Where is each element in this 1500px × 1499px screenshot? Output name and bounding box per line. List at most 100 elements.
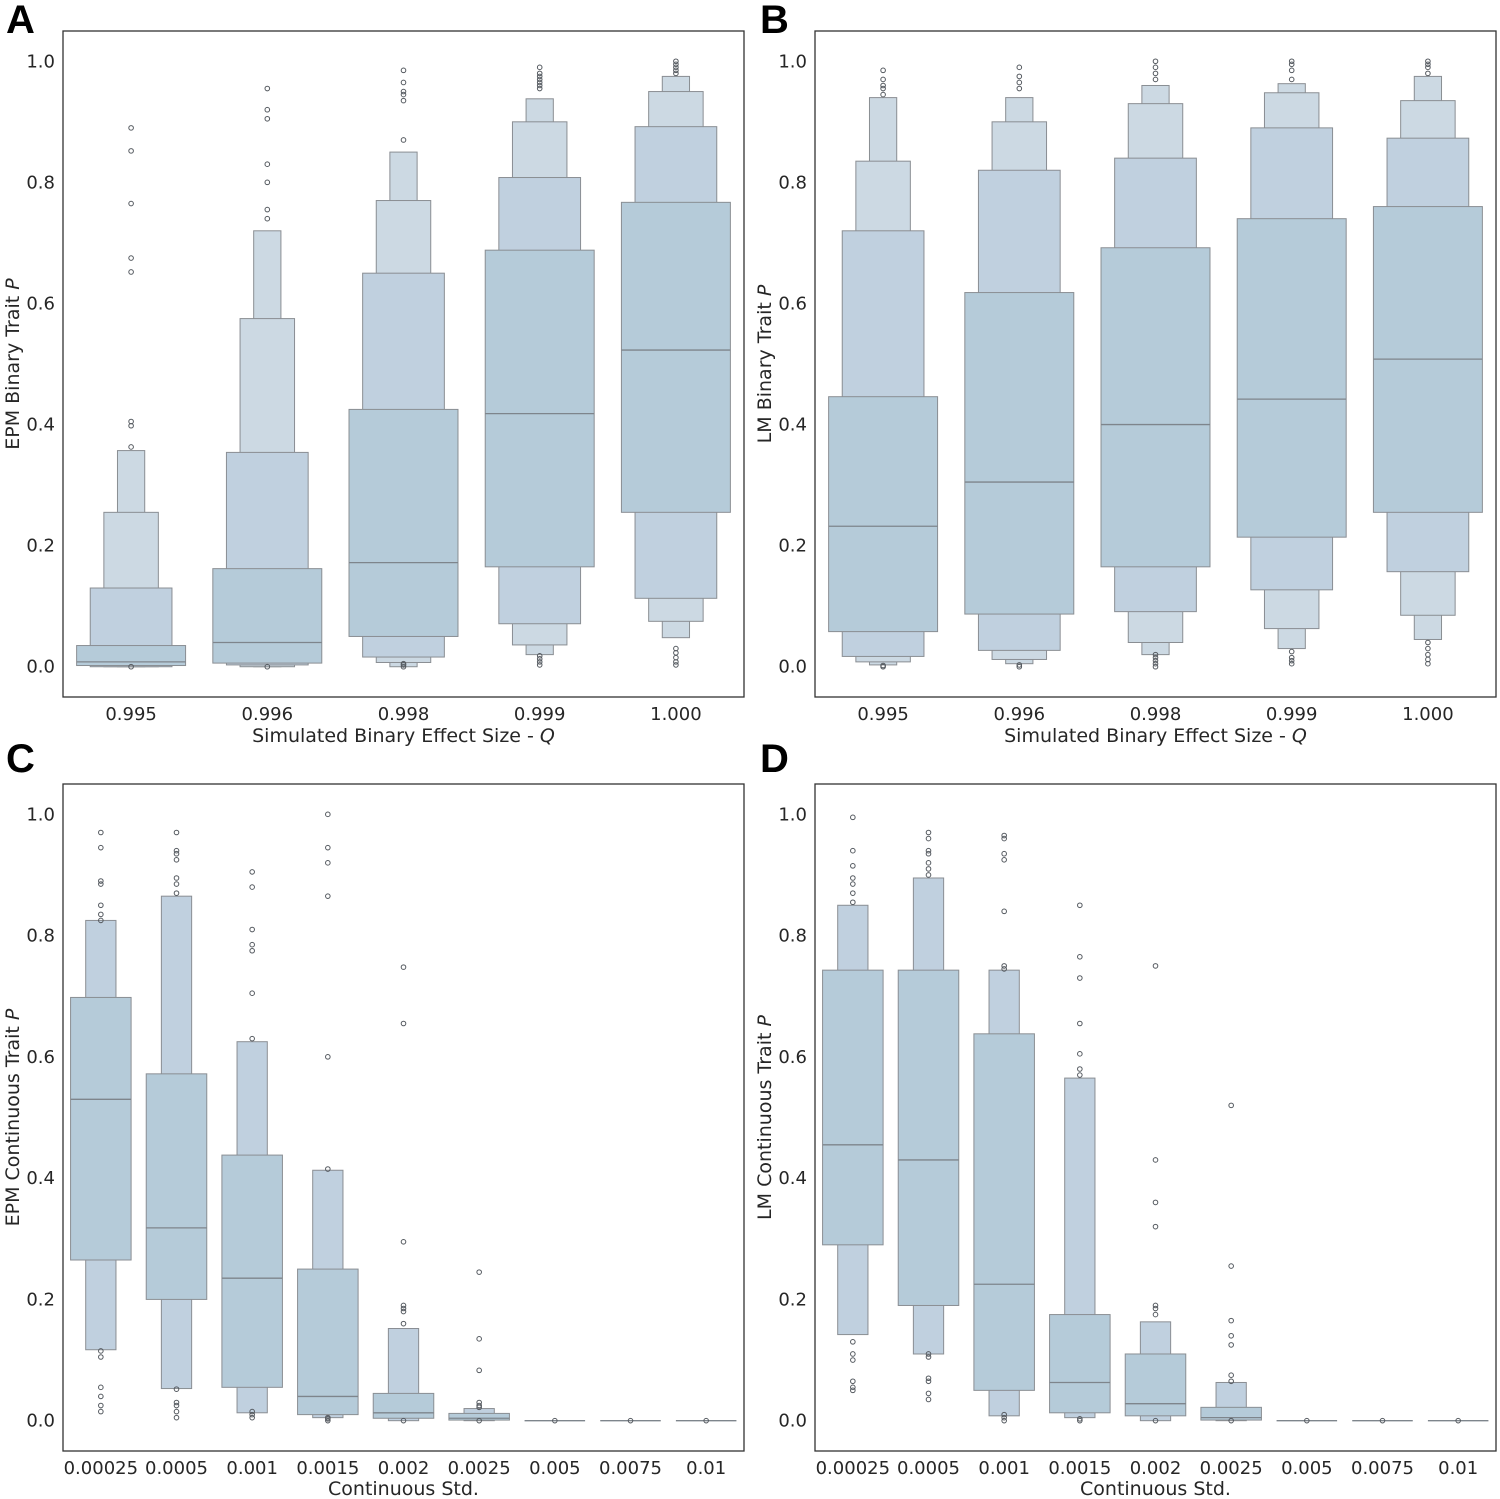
y-tick-label: 0.8 <box>26 172 55 193</box>
boxen-5 <box>372 964 435 1424</box>
outlier-point <box>925 872 932 878</box>
x-tick-label: 0.995 <box>105 704 157 725</box>
outlier-point <box>325 1417 331 1424</box>
outlier-point <box>1228 1378 1234 1385</box>
outlier-point <box>173 847 180 854</box>
outlier-point <box>400 1320 407 1327</box>
panel-letter-d: D <box>760 737 789 781</box>
plot-frame <box>62 30 745 698</box>
y-axis-label-variable: P <box>2 278 24 290</box>
y-tick-label: 0.4 <box>778 415 807 436</box>
outlier-point <box>173 857 180 863</box>
x-tick-label: 0.998 <box>378 704 430 725</box>
outlier-point <box>673 61 679 68</box>
outlier-point <box>1425 58 1431 65</box>
outlier-point <box>1288 61 1295 68</box>
x-tick-label: 0.0015 <box>1048 1458 1111 1479</box>
x-axis-label-variable: Q <box>540 725 555 747</box>
x-axis-label-variable: Q <box>1292 725 1307 747</box>
outlier-point <box>536 73 543 80</box>
outlier-point <box>128 255 134 261</box>
y-tick-label: 0.2 <box>778 536 807 557</box>
outlier-point <box>552 1417 558 1424</box>
outlier-point <box>173 875 180 881</box>
outlier-point <box>1001 850 1007 857</box>
panel-d: D 0.0 0.2 0.4 0.6 0.8 1.0 0.00025 0.0005 0.001 0.… <box>754 737 1497 1499</box>
outlier-point <box>325 1414 331 1421</box>
outlier-point <box>850 890 856 896</box>
outlier-point <box>1077 954 1083 960</box>
boxen-2 <box>212 85 323 670</box>
box-level-1 <box>828 396 939 633</box>
outlier-point <box>173 829 180 836</box>
x-tick-label: 0.01 <box>1438 1458 1478 1479</box>
panel-b: B 0.0 0.2 0.4 0.6 0.8 1.0 0.995 0.996 0.998 0.999… <box>754 0 1497 747</box>
box-level-1 <box>620 201 731 513</box>
outlier-point <box>880 76 886 83</box>
outlier-point <box>264 206 271 213</box>
outlier-point <box>1152 76 1159 83</box>
outlier-point <box>1152 654 1159 661</box>
outlier-point <box>325 1054 331 1060</box>
y-axis-label: LM Continuous Trait P <box>754 1015 776 1220</box>
outlier-point <box>925 866 932 872</box>
boxen-1 <box>76 125 187 670</box>
outlier-point <box>1152 1223 1159 1230</box>
x-tick-label: 0.0025 <box>448 1458 511 1479</box>
box-level-1 <box>221 1154 283 1388</box>
outlier-point <box>1228 1102 1234 1109</box>
outlier-point <box>128 269 134 275</box>
outlier-point <box>1152 70 1159 77</box>
outlier-point <box>536 64 543 71</box>
y-tick-label: 0.6 <box>778 293 807 314</box>
outlier-point <box>325 860 331 866</box>
outlier-point <box>1077 902 1083 909</box>
box-level-1 <box>822 969 884 1246</box>
outlier-point <box>128 125 134 131</box>
y-axis-label-text: EPM Binary Trait <box>2 290 24 450</box>
x-tick-label: 0.0005 <box>145 1458 208 1479</box>
outlier-point <box>325 844 331 851</box>
x-tick-label: 0.00025 <box>64 1458 138 1479</box>
outlier-point <box>1152 58 1159 65</box>
boxen-9 <box>1427 1417 1489 1424</box>
outlier-point <box>850 1378 856 1385</box>
outlier-point <box>173 890 180 896</box>
outlier-point <box>536 70 543 77</box>
outlier-point <box>325 893 331 899</box>
outlier-point <box>1016 64 1023 71</box>
box-level-1 <box>76 645 187 667</box>
box-level-1 <box>372 1392 435 1419</box>
outlier-point <box>1001 963 1007 969</box>
y-axis-label-variable: P <box>2 1008 24 1020</box>
outlier-point <box>536 76 543 83</box>
outlier-point <box>173 1402 180 1409</box>
outlier-point <box>536 659 543 665</box>
outlier-point <box>1001 966 1007 972</box>
y-tick-label: 0.2 <box>26 536 55 557</box>
outlier-point <box>1016 85 1023 92</box>
outlier-point <box>673 70 679 77</box>
outlier-point <box>1016 73 1023 80</box>
x-tick-label: 0.01 <box>686 1458 726 1479</box>
y-tick-label: 1.0 <box>26 804 55 825</box>
outlier-point <box>1001 908 1007 915</box>
plot-frame <box>62 783 745 1452</box>
outlier-point <box>673 662 679 668</box>
outlier-point <box>98 1393 104 1400</box>
outlier-point <box>850 881 856 887</box>
outlier-point <box>400 964 407 970</box>
outlier-point <box>249 990 255 997</box>
x-tick-label: 0.002 <box>1130 1458 1182 1479</box>
outlier-point <box>476 1417 482 1424</box>
outlier-point <box>400 663 407 670</box>
x-tick-label: 0.0025 <box>1200 1458 1263 1479</box>
outlier-point <box>925 1351 932 1357</box>
outlier-point <box>400 1417 407 1424</box>
y-tick-label: 0.8 <box>26 926 55 947</box>
outlier-point <box>850 1387 856 1394</box>
outlier-point <box>536 82 543 89</box>
outlier-point <box>1455 1417 1461 1424</box>
outlier-point <box>1288 660 1295 667</box>
